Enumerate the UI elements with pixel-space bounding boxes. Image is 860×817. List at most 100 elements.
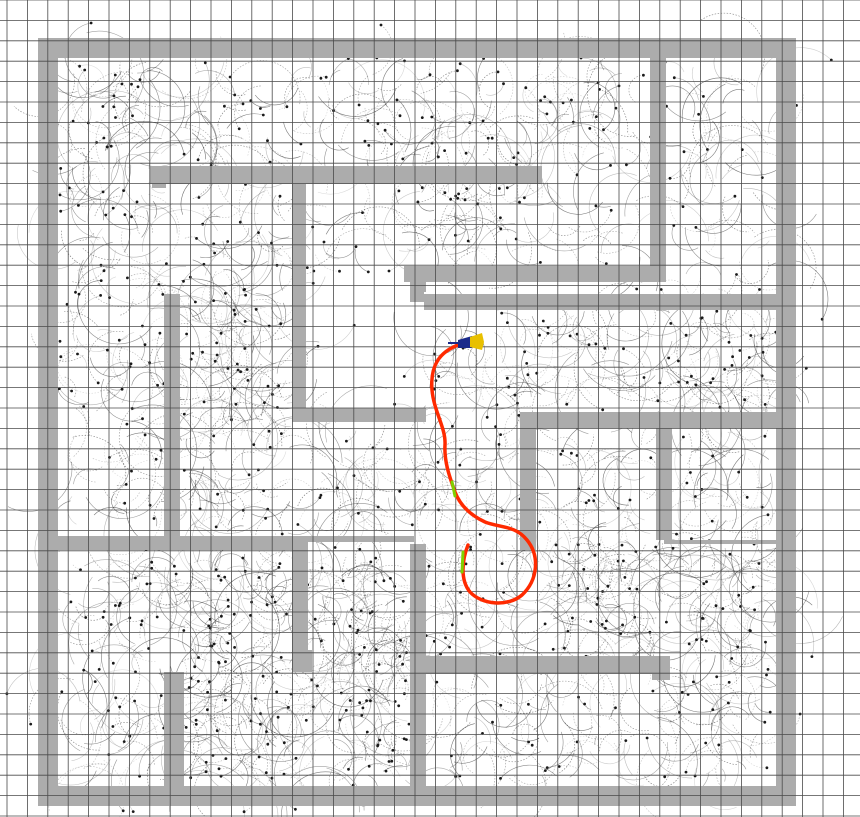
tree-node — [184, 726, 188, 729]
tree-edge — [657, 584, 662, 602]
tree-node — [538, 333, 541, 337]
tree-node — [79, 568, 82, 572]
tree-edge — [568, 152, 577, 179]
tree-edge — [319, 422, 331, 433]
tree-edge — [333, 593, 348, 597]
tree-edge — [560, 577, 577, 585]
tree-edge — [610, 526, 623, 548]
tree-node — [491, 720, 494, 724]
tree-edge — [252, 756, 260, 780]
tree-edge — [450, 742, 463, 768]
tree-edge — [674, 77, 699, 100]
tree-node — [464, 151, 468, 155]
tree-node — [550, 560, 554, 564]
tree-edge — [348, 82, 379, 95]
tree-edge — [244, 362, 277, 420]
tree-edge — [366, 518, 386, 526]
tree-edge — [335, 521, 349, 539]
tree-edge — [146, 70, 186, 139]
tree-edge — [239, 328, 245, 347]
wall-segment — [650, 58, 666, 280]
tree-edge — [364, 731, 371, 757]
tree-node — [202, 400, 206, 404]
tree-edge — [514, 765, 556, 785]
tree-edge — [129, 117, 149, 137]
tree-edge — [600, 558, 618, 575]
tree-edge — [436, 70, 458, 84]
tree-edge — [561, 754, 600, 771]
tree-edge — [462, 733, 483, 774]
tree-edge — [55, 759, 111, 786]
tree-edge — [511, 244, 557, 252]
tree-edge — [57, 350, 74, 392]
tree-node — [194, 300, 197, 304]
tree-edge — [299, 704, 303, 715]
tree-edge — [118, 642, 141, 708]
tree-edge — [711, 554, 753, 580]
tree-edge — [680, 169, 736, 204]
tree-node — [106, 348, 109, 352]
tree-edge — [589, 128, 620, 140]
tree-node — [609, 164, 612, 167]
tree-edge — [242, 615, 273, 696]
tree-edge — [665, 370, 686, 417]
tree-edge — [485, 83, 504, 96]
tree-edge — [660, 448, 729, 501]
tree-node — [382, 579, 386, 583]
tree-edge — [609, 561, 657, 619]
tree-edge — [693, 448, 770, 508]
tree-edge — [518, 476, 548, 483]
tree-edge — [553, 642, 571, 650]
tree-edge — [605, 73, 622, 104]
tree-edge — [524, 550, 552, 562]
tree-node — [143, 433, 147, 437]
tree-node — [705, 580, 708, 584]
tree-edge — [566, 703, 593, 754]
tree-node — [141, 417, 144, 421]
tree-edge — [395, 134, 419, 164]
tree-node — [358, 701, 362, 705]
tree-edge — [364, 198, 387, 236]
tree-node — [226, 367, 230, 370]
tree-node — [254, 697, 257, 700]
tree-edge — [361, 647, 392, 702]
tree-edge — [60, 151, 91, 212]
tree-node — [546, 331, 550, 335]
tree-edge — [330, 69, 341, 78]
tree-node — [649, 456, 653, 460]
tree-node — [387, 269, 391, 273]
tree-edge — [256, 415, 270, 432]
wall-segment — [292, 408, 426, 422]
tree-edge — [599, 89, 629, 133]
tree-node — [527, 740, 530, 744]
tree-node — [420, 186, 424, 190]
tree-edge — [560, 453, 583, 502]
tree-node — [282, 741, 286, 745]
start-robot-marker — [448, 333, 484, 350]
tree-node — [710, 519, 714, 523]
tree-edge — [100, 378, 143, 422]
tree-edge — [388, 497, 413, 526]
tree-edge — [371, 448, 402, 483]
tree-edge — [473, 716, 491, 744]
tree-edge — [353, 59, 426, 118]
tree-node — [704, 741, 708, 745]
tree-node — [603, 346, 607, 350]
tree-edge — [478, 71, 499, 109]
tree-node — [360, 713, 364, 717]
tree-edge — [141, 413, 210, 433]
tree-edge — [432, 329, 446, 377]
tree-edge — [669, 715, 681, 722]
tree-edge — [449, 552, 527, 602]
tree-node — [582, 567, 586, 571]
tree-edge — [755, 522, 786, 572]
tree-node — [702, 95, 705, 98]
tree-edge — [226, 565, 253, 571]
tree-edge — [314, 78, 329, 131]
tree-node — [516, 401, 519, 405]
tree-edge — [391, 178, 409, 228]
tree-edge — [263, 300, 295, 319]
tree-edge — [77, 69, 86, 103]
tree-edge — [214, 553, 248, 567]
tree-edge — [582, 138, 597, 158]
